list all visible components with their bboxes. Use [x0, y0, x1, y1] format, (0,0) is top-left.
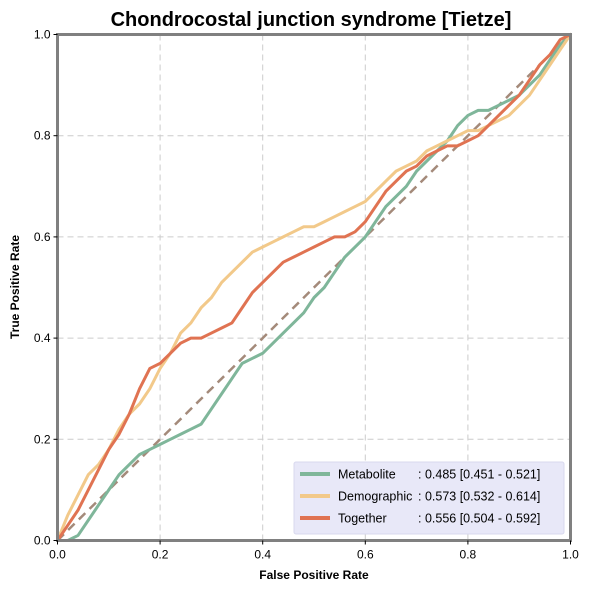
legend-label-metabolite: Metabolite	[338, 468, 396, 482]
reference-layer	[56, 33, 572, 542]
y-tick-label: 0.8	[34, 129, 51, 143]
y-tick-label: 0.0	[34, 534, 51, 548]
plot-frame	[56, 33, 572, 542]
x-tick-label: 0.0	[49, 548, 66, 562]
tick-layer: 0.0 0.2 0.4 0.6 0.8 1.0 0.0 0.2 0.4 0.6 0.8 1.0	[34, 28, 579, 562]
series-line-together	[56, 33, 572, 542]
chance-diagonal-line	[56, 33, 572, 542]
x-tick-label: 0.6	[357, 548, 374, 562]
series-line-metabolite	[56, 33, 572, 542]
legend-label-together: Together	[338, 512, 387, 526]
series-layer	[56, 33, 572, 542]
y-axis-title: True Positive Rate	[8, 235, 22, 339]
legend-label-demographic: Demographic	[338, 490, 412, 504]
legend-value-demographic: : 0.573 [0.532 - 0.614]	[418, 490, 540, 504]
grid-lines	[57, 34, 571, 541]
x-tick-label: 0.8	[460, 548, 477, 562]
chart-title: Chondrocostal junction syndrome [Tietze]	[111, 9, 512, 31]
y-tick-label: 0.2	[34, 432, 51, 446]
legend-value-metabolite: : 0.485 [0.451 - 0.521]	[418, 468, 540, 482]
y-tick-label: 0.4	[34, 331, 51, 345]
x-axis-title: False Positive Rate	[259, 568, 369, 582]
y-tick-label: 1.0	[34, 28, 51, 42]
legend-value-together: : 0.556 [0.504 - 0.592]	[418, 512, 540, 526]
x-tick-label: 0.4	[254, 548, 271, 562]
x-tick-label: 1.0	[562, 548, 579, 562]
legend-box	[293, 461, 565, 535]
y-tick-label: 0.6	[34, 230, 51, 244]
legend: Metabolite : 0.485 [0.451 - 0.521] Demogra…	[293, 461, 565, 535]
x-tick-label: 0.2	[152, 548, 169, 562]
